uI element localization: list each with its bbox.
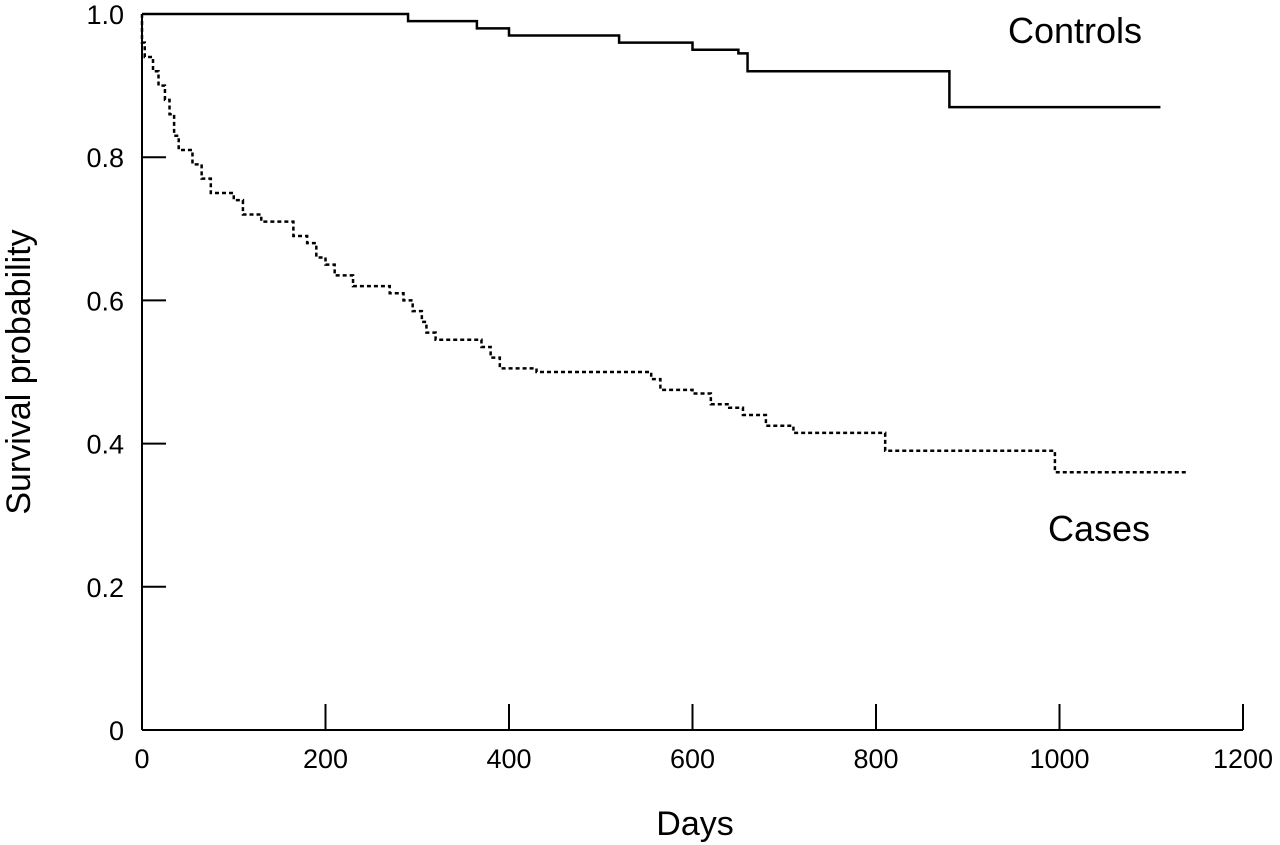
series-line-controls — [142, 12, 1161, 109]
y-tick-label: 0 — [109, 716, 124, 746]
y-tick-label: 1.0 — [86, 0, 124, 30]
x-axis-title: Days — [656, 805, 733, 843]
x-tick-label: 1200 — [1213, 744, 1273, 774]
y-ticks: 0 0.2 0.4 0.6 0.8 1.0 — [86, 0, 166, 746]
x-tick-label: 800 — [853, 744, 898, 774]
x-ticks: 0 200 400 600 800 1000 1200 — [134, 704, 1273, 774]
y-tick-label: 0.6 — [86, 286, 124, 316]
y-tick-label: 0.8 — [86, 143, 124, 173]
y-tick-label: 0.2 — [86, 573, 124, 603]
curves-layer — [140, 12, 1188, 474]
x-tick-label: 600 — [670, 744, 715, 774]
series-label-controls: Controls — [1008, 10, 1142, 51]
x-tick-label: 400 — [486, 744, 531, 774]
series-line-cases — [140, 14, 1188, 474]
x-tick-label: 1000 — [1029, 744, 1089, 774]
y-tick-label: 0.4 — [86, 430, 124, 460]
y-axis-title: Survival probability — [0, 229, 38, 514]
x-tick-label: 200 — [303, 744, 348, 774]
axes-layer — [141, 14, 1243, 731]
series-label-cases: Cases — [1048, 508, 1150, 549]
x-tick-label: 0 — [134, 744, 149, 774]
